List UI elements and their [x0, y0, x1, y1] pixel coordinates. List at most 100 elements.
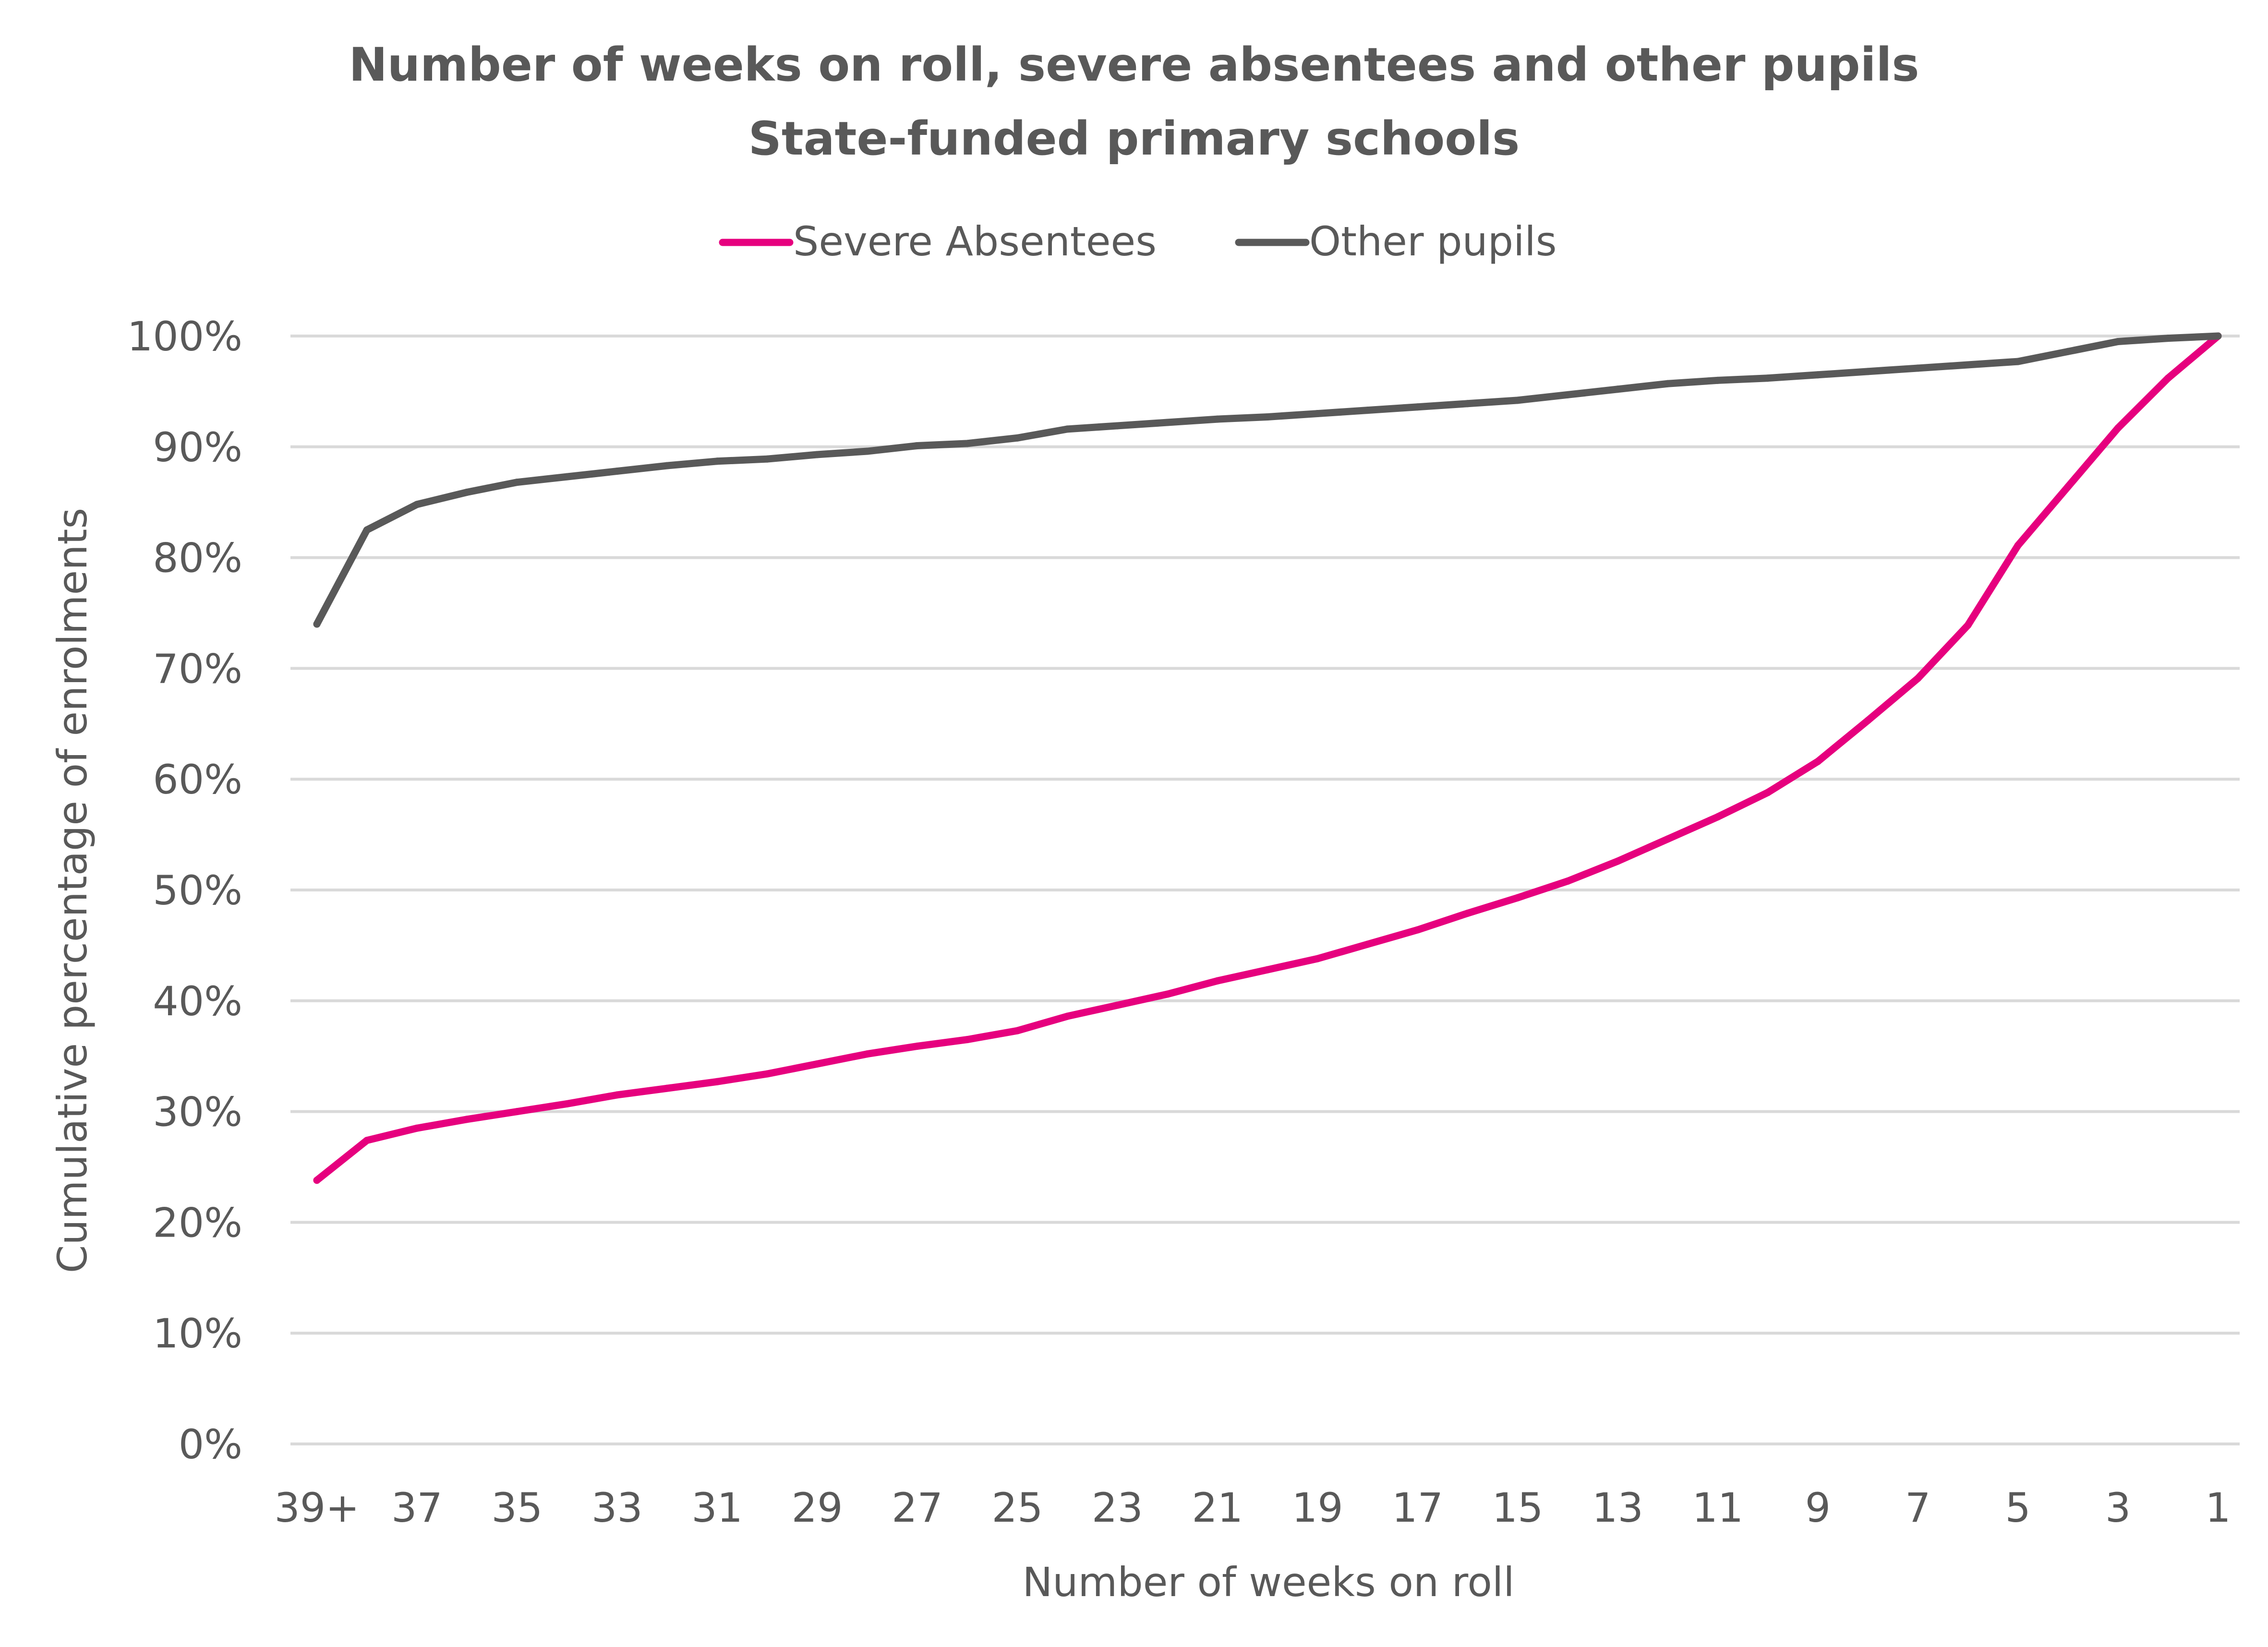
data-point-severe-absentees	[1764, 789, 1772, 796]
data-point-other-pupils	[2214, 332, 2222, 340]
y-tick-label: 90%	[153, 424, 242, 471]
x-axis-ticks: 39+ 37 35 33 31 29 27 25 23 21 19 17 15 13 11 9 7 5 3 1	[274, 1484, 2231, 1531]
data-point-severe-absentees	[663, 1084, 671, 1092]
x-tick-label: 27	[892, 1484, 943, 1531]
data-point-severe-absentees	[1414, 926, 1422, 934]
data-point-severe-absentees	[613, 1091, 621, 1099]
data-point-other-pupils	[1314, 410, 1321, 418]
x-tick-label: 3	[2105, 1484, 2131, 1531]
data-point-other-pupils	[863, 447, 871, 455]
x-tick-label: 5	[2005, 1484, 2030, 1531]
data-point-other-pupils	[1063, 425, 1071, 433]
data-point-severe-absentees	[463, 1116, 471, 1123]
data-point-severe-absentees	[1164, 990, 1171, 998]
data-point-severe-absentees	[914, 1042, 921, 1050]
y-tick-label: 60%	[153, 756, 242, 803]
y-tick-label: 70%	[153, 645, 242, 692]
data-point-other-pupils	[964, 440, 971, 447]
data-point-severe-absentees	[1214, 977, 1221, 985]
x-axis-title: Number of weeks on roll	[1022, 1559, 1514, 1606]
y-tick-label: 20%	[153, 1199, 242, 1246]
data-point-other-pupils	[1714, 376, 1722, 384]
x-tick-label: 13	[1592, 1484, 1643, 1531]
data-point-severe-absentees	[1964, 621, 1972, 629]
data-point-other-pupils	[1414, 403, 1422, 411]
data-point-other-pupils	[2014, 358, 2022, 365]
x-tick-label: 35	[491, 1484, 543, 1531]
data-point-severe-absentees	[1814, 757, 1822, 765]
data-point-severe-absentees	[563, 1100, 571, 1107]
y-tick-label: 30%	[153, 1089, 242, 1136]
data-point-severe-absentees	[1264, 966, 1271, 974]
data-point-other-pupils	[763, 455, 771, 463]
x-tick-label: 25	[992, 1484, 1043, 1531]
series-severe-absentees	[313, 332, 2222, 1184]
data-point-severe-absentees	[1063, 1012, 1071, 1020]
y-tick-label: 10%	[153, 1310, 242, 1357]
x-tick-label: 11	[1692, 1484, 1743, 1531]
x-tick-label: 7	[1905, 1484, 1930, 1531]
chart-title: Number of weeks on roll, severe absentee…	[349, 38, 1919, 92]
data-point-other-pupils	[1113, 422, 1121, 430]
gridlines	[290, 335, 2240, 1445]
data-point-other-pupils	[1964, 361, 1972, 369]
chart-subtitle: State-funded primary schools	[748, 112, 1520, 166]
data-point-severe-absentees	[413, 1124, 421, 1132]
data-point-severe-absentees	[363, 1137, 371, 1144]
data-point-severe-absentees	[1113, 1001, 1121, 1009]
data-point-severe-absentees	[1664, 835, 1672, 843]
data-point-severe-absentees	[2014, 541, 2022, 549]
legend-label-severe-absentees: Severe Absentees	[793, 218, 1157, 265]
data-point-other-pupils	[914, 442, 921, 449]
x-tick-label: 29	[792, 1484, 843, 1531]
series-layer	[313, 332, 2222, 1184]
data-point-severe-absentees	[964, 1036, 971, 1044]
data-point-severe-absentees	[1514, 894, 1521, 902]
y-tick-label: 80%	[153, 535, 242, 582]
data-point-other-pupils	[563, 473, 571, 481]
data-point-other-pupils	[2164, 335, 2172, 342]
x-tick-label: 1	[2205, 1484, 2231, 1531]
data-point-other-pupils	[1214, 415, 1221, 423]
x-tick-label: 23	[1092, 1484, 1143, 1531]
data-point-other-pupils	[663, 462, 671, 469]
data-point-other-pupils	[1013, 434, 1021, 442]
legend-label-other-pupils: Other pupils	[1309, 218, 1557, 265]
data-point-severe-absentees	[1363, 940, 1371, 948]
data-point-severe-absentees	[713, 1078, 721, 1085]
x-tick-label: 9	[1805, 1484, 1831, 1531]
x-tick-label: 17	[1392, 1484, 1443, 1531]
data-point-severe-absentees	[2164, 374, 2172, 382]
data-point-severe-absentees	[2064, 483, 2072, 491]
x-tick-label: 33	[591, 1484, 643, 1531]
y-tick-label: 40%	[153, 978, 242, 1025]
y-tick-label: 50%	[153, 867, 242, 914]
data-point-severe-absentees	[1464, 909, 1472, 917]
data-point-other-pupils	[1864, 368, 1872, 375]
data-point-other-pupils	[713, 457, 721, 465]
data-point-severe-absentees	[1714, 813, 1722, 821]
data-point-other-pupils	[2064, 348, 2072, 355]
data-point-other-pupils	[1564, 391, 1571, 398]
data-point-other-pupils	[1514, 397, 1521, 404]
data-point-severe-absentees	[513, 1108, 521, 1116]
data-point-other-pupils	[1464, 400, 1472, 408]
x-tick-label: 31	[691, 1484, 743, 1531]
data-point-severe-absentees	[1564, 878, 1571, 885]
y-tick-label: 0%	[179, 1421, 242, 1468]
data-point-other-pupils	[413, 501, 421, 508]
data-point-other-pupils	[1164, 419, 1171, 426]
data-point-other-pupils	[813, 451, 821, 458]
data-point-severe-absentees	[863, 1050, 871, 1058]
data-point-other-pupils	[313, 620, 321, 628]
data-point-other-pupils	[363, 526, 371, 534]
data-point-severe-absentees	[1013, 1027, 1021, 1034]
x-tick-label: 15	[1492, 1484, 1544, 1531]
data-point-other-pupils	[463, 488, 471, 496]
y-axis-ticks: 0% 10% 20% 30% 40% 50% 60% 70% 80% 90% 100%	[127, 313, 242, 1468]
data-point-severe-absentees	[763, 1070, 771, 1078]
data-point-other-pupils	[1264, 413, 1271, 421]
data-point-other-pupils	[1814, 371, 1822, 379]
x-tick-label: 19	[1292, 1484, 1343, 1531]
data-point-severe-absentees	[1314, 955, 1321, 962]
